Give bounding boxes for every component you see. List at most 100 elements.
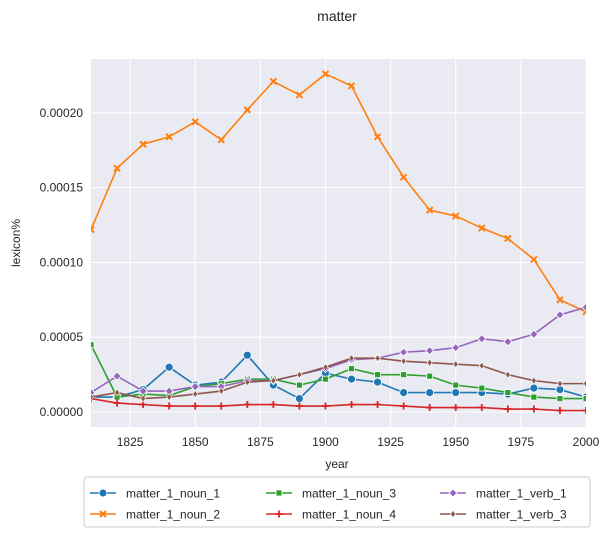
data-point xyxy=(166,393,173,402)
legend-item: matter_1_noun_2 xyxy=(90,508,220,522)
legend: matter_1_noun_1 matter_1_noun_2 matter_1_n… xyxy=(83,476,591,528)
data-point xyxy=(399,347,409,357)
data-point xyxy=(243,401,251,409)
data-point xyxy=(165,402,173,410)
data-point xyxy=(191,118,199,126)
chart-title: matter xyxy=(317,8,357,24)
x-tick-label: 1875 xyxy=(247,435,274,449)
data-point xyxy=(425,206,434,214)
data-point xyxy=(269,401,277,409)
data-point xyxy=(504,389,512,396)
legend-item: matter_1_verb_3 xyxy=(440,508,567,522)
data-point xyxy=(242,350,252,360)
x-axis-ticks: 1825 1850 1875 1900 1925 1950 1975 2000 xyxy=(117,435,600,449)
data-point xyxy=(113,399,121,407)
data-point xyxy=(91,225,95,234)
data-point xyxy=(478,404,486,412)
legend-item: matter_1_noun_3 xyxy=(266,487,396,501)
data-point xyxy=(503,337,513,347)
data-point xyxy=(504,234,512,243)
data-point xyxy=(373,377,382,387)
data-point xyxy=(452,212,460,220)
data-point xyxy=(400,357,407,366)
y-tick-label: 0.00015 xyxy=(40,181,84,195)
y-tick-label: 0.00020 xyxy=(40,106,84,120)
data-point xyxy=(322,363,329,372)
plot-background xyxy=(91,59,586,427)
series-line xyxy=(91,397,586,412)
data-point xyxy=(373,133,382,141)
data-point xyxy=(451,388,461,397)
data-point xyxy=(296,381,303,389)
data-point xyxy=(583,379,586,388)
data-point xyxy=(91,395,95,403)
x-tick-label: 1850 xyxy=(182,435,209,449)
data-point xyxy=(556,296,564,304)
data-point xyxy=(114,388,120,397)
series-matter_1_noun_4 xyxy=(91,395,586,415)
data-point xyxy=(400,402,408,410)
data-point xyxy=(99,510,107,518)
data-point xyxy=(321,402,329,410)
data-point xyxy=(374,371,381,379)
data-point xyxy=(529,329,539,339)
data-point xyxy=(582,395,586,402)
data-point xyxy=(270,376,277,385)
data-point xyxy=(322,375,329,383)
data-point xyxy=(113,164,121,172)
data-point xyxy=(139,140,147,148)
data-point xyxy=(348,354,355,363)
legend-item: matter_1_noun_4 xyxy=(266,508,396,522)
data-point xyxy=(217,402,225,410)
x-tick-label: 1900 xyxy=(312,435,339,449)
data-point xyxy=(98,488,108,498)
y-tick-label: 0.00005 xyxy=(40,330,84,344)
data-point xyxy=(556,395,564,402)
data-point xyxy=(426,404,434,412)
data-point xyxy=(530,255,538,264)
legend-label: matter_1_verb_3 xyxy=(476,508,567,522)
data-point xyxy=(530,405,538,413)
series-line xyxy=(91,73,586,313)
data-point xyxy=(448,488,458,498)
data-point xyxy=(243,106,252,114)
y-axis-ticks: 0.00000 0.00005 0.00010 0.00015 0.00020 xyxy=(40,106,84,419)
data-point xyxy=(425,388,435,397)
data-point xyxy=(556,407,564,415)
data-point xyxy=(218,387,225,396)
data-point xyxy=(426,358,433,367)
x-tick-label: 1975 xyxy=(508,435,535,449)
x-axis-label: year xyxy=(325,457,348,471)
data-point xyxy=(321,70,330,78)
legend-item: matter_1_noun_1 xyxy=(90,487,220,501)
data-point xyxy=(581,302,586,312)
data-point xyxy=(530,393,538,401)
data-point xyxy=(399,388,409,397)
grid xyxy=(91,59,587,427)
data-point xyxy=(295,394,304,403)
series-line xyxy=(91,357,586,400)
data-point xyxy=(504,370,511,379)
data-point xyxy=(450,509,456,519)
data-point xyxy=(477,334,487,344)
data-point xyxy=(217,136,225,144)
data-point xyxy=(451,343,461,353)
data-point xyxy=(426,372,434,380)
data-point xyxy=(478,384,486,392)
legend-label: matter_1_noun_4 xyxy=(302,508,396,522)
series-line xyxy=(91,344,586,400)
data-point xyxy=(348,365,355,373)
data-point xyxy=(165,133,173,141)
data-point xyxy=(112,371,122,381)
data-point xyxy=(582,407,586,415)
y-axis-label: lexicon% xyxy=(9,219,23,267)
legend-label: matter_1_noun_1 xyxy=(126,487,220,501)
data-point xyxy=(347,82,356,90)
series-matter_1_verb_3 xyxy=(91,354,586,403)
data-point xyxy=(478,224,486,232)
data-point xyxy=(504,405,512,413)
legend-item: matter_1_verb_1 xyxy=(440,487,567,501)
data-point xyxy=(192,390,199,399)
x-tick-label: 1825 xyxy=(117,435,144,449)
